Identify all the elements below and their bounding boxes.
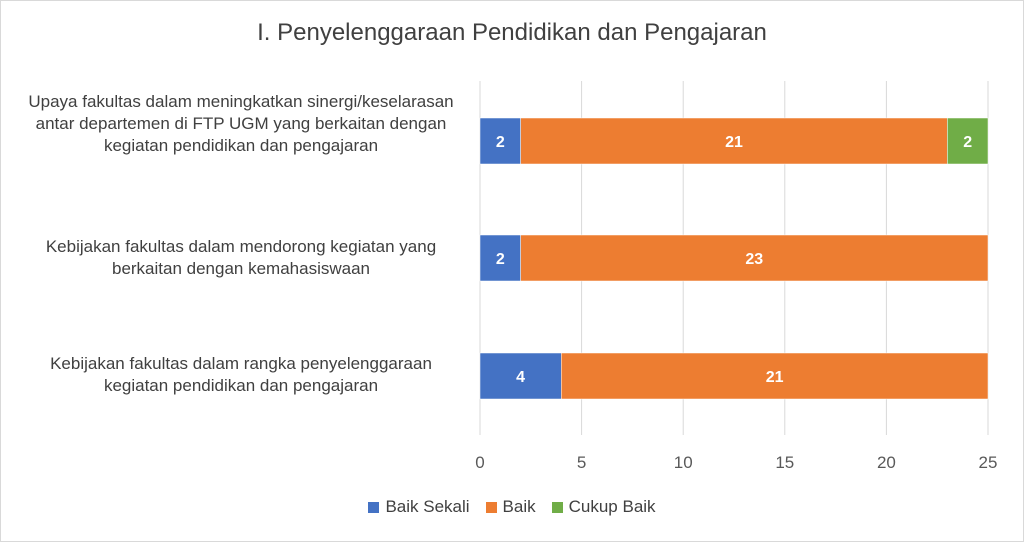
legend-swatch-baik-sekali [368, 501, 380, 513]
bar-baik-2 [520, 234, 989, 282]
legend: Baik Sekali Baik Cukup Baik [1, 497, 1023, 517]
bar-cukup-baik-1 [947, 117, 989, 165]
x-tick-label-5: 5 [577, 453, 586, 472]
bar-baik-sekali-3 [479, 352, 562, 400]
data-label-baik-2: 23 [745, 251, 763, 268]
bar-baik-3 [561, 352, 989, 400]
x-tick-label-10: 10 [674, 453, 693, 472]
legend-item-baik: Baik [485, 497, 536, 517]
data-label-cukup-baik-1: 2 [963, 134, 972, 151]
x-tick-label-15: 15 [775, 453, 794, 472]
legend-item-baik-sekali: Baik Sekali [368, 497, 470, 517]
bar-baik-sekali-1 [479, 117, 521, 165]
legend-label-baik: Baik [502, 497, 536, 516]
category-label-3: Kebijakan fakultas dalam rangka penyelen… [50, 354, 432, 395]
data-label-baik-sekali-2: 2 [496, 251, 505, 268]
data-label-baik-1: 21 [725, 134, 743, 151]
category-label-1: Upaya fakultas dalam meningkatkan sinerg… [28, 92, 454, 155]
data-label-baik-sekali-1: 2 [496, 134, 505, 151]
x-tick-label-0: 0 [475, 453, 484, 472]
legend-label-cukup-baik: Cukup Baik [568, 497, 656, 516]
legend-item-cukup-baik: Cukup Baik [551, 497, 656, 517]
legend-swatch-cukup-baik [551, 501, 563, 513]
category-label-2: Kebijakan fakultas dalam mendorong kegia… [45, 237, 437, 278]
data-label-baik-sekali-3: 4 [516, 369, 525, 386]
x-tick-label-20: 20 [877, 453, 896, 472]
data-label-baik-3: 21 [766, 369, 784, 386]
legend-swatch-baik [485, 501, 497, 513]
bar-baik-sekali-2 [479, 234, 521, 282]
bar-baik-1 [520, 117, 948, 165]
chart-title: I. Penyelenggaraan Pendidikan dan Pengaj… [257, 19, 767, 46]
legend-label-baik-sekali: Baik Sekali [385, 497, 470, 516]
x-tick-label-25: 25 [979, 453, 998, 472]
